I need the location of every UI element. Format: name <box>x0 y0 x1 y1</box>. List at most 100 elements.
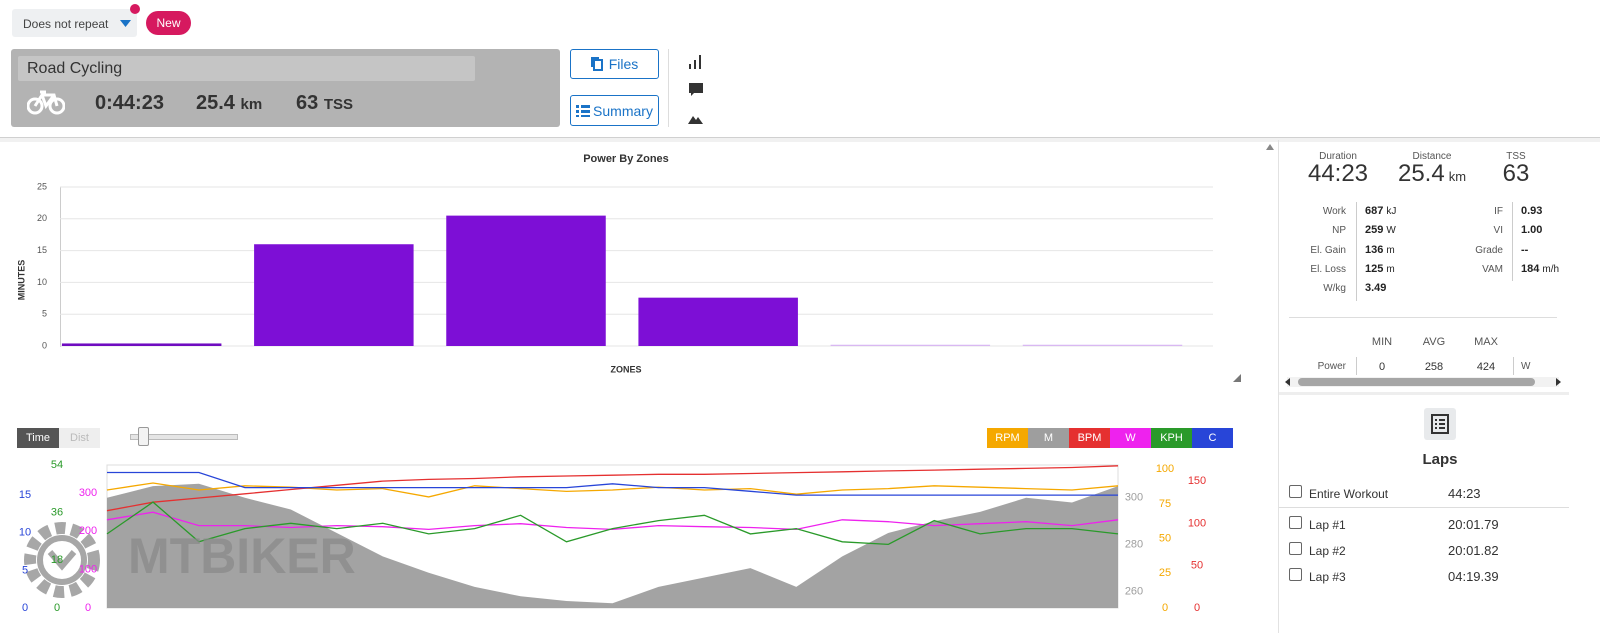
y-tick-label: 0 <box>42 340 47 350</box>
separator <box>668 49 669 127</box>
toggle-dist[interactable]: Dist <box>59 428 100 448</box>
y-tick-label: 25 <box>1159 567 1171 579</box>
laps-title: Laps <box>1422 451 1458 468</box>
stat-label: TSS <box>1506 151 1526 162</box>
files-button[interactable]: Files <box>570 49 659 79</box>
y-tick-label: 10 <box>19 527 31 539</box>
stat-value: 25.4 km <box>1372 160 1492 188</box>
time-series <box>106 465 1119 608</box>
legend-button[interactable]: W <box>1110 428 1151 448</box>
tss: 63 TSS <box>296 92 353 115</box>
metric-value: 687 kJ <box>1365 205 1396 217</box>
metric-value: 184 m/h <box>1521 263 1559 275</box>
lap-checkbox[interactable] <box>1289 516 1302 529</box>
scroll-left[interactable] <box>1285 378 1290 386</box>
range-value: 424 <box>1476 361 1496 373</box>
scroll-up[interactable] <box>1266 144 1274 150</box>
legend-button[interactable]: C <box>1192 428 1233 448</box>
watermark: MTBIKER <box>128 528 356 584</box>
lap-checkbox[interactable] <box>1289 542 1302 555</box>
chart-title: Power By Zones <box>583 153 669 165</box>
legend-button[interactable]: BPM <box>1069 428 1110 448</box>
zoom-slider[interactable] <box>130 434 238 440</box>
stat-label: Duration <box>1319 151 1357 162</box>
scroll-right[interactable] <box>1556 378 1561 386</box>
y-tick-label: 300 <box>1125 492 1143 504</box>
y-axis-label: MINUTES <box>16 260 26 301</box>
view-icons[interactable] <box>688 54 704 128</box>
bar <box>638 297 798 346</box>
metric-number: 125 <box>1365 262 1384 275</box>
metric-unit: W <box>1386 225 1396 237</box>
bar <box>1022 344 1183 346</box>
series-line <box>106 482 1119 498</box>
metric-label: Grade <box>1475 244 1503 256</box>
legend-button[interactable]: KPH <box>1151 428 1192 448</box>
metric-label: Work <box>1322 206 1346 217</box>
range-value: 0 <box>1378 361 1386 373</box>
lap-checkbox[interactable] <box>1289 568 1302 581</box>
y-tick-label: 0 <box>1162 602 1168 614</box>
caret <box>120 20 131 27</box>
list-icon <box>1431 414 1449 434</box>
y-tick-label: 150 <box>1188 475 1206 487</box>
metric-number: 3.49 <box>1365 282 1387 295</box>
slider-handle[interactable] <box>138 427 149 446</box>
new-button[interactable]: New <box>146 11 191 35</box>
summary-button[interactable]: Summary <box>570 95 659 126</box>
scroll-thumb[interactable] <box>1298 378 1535 386</box>
y-tick-label: 100 <box>1156 463 1174 475</box>
y-tick-label: 5 <box>42 309 47 319</box>
metric-number: 184 <box>1521 262 1540 275</box>
y-tick-label: 18 <box>51 554 63 566</box>
range-header: MIN <box>1371 336 1393 348</box>
workout-card: Road Cycling 0:44:23 25.4 km 63 TSS <box>11 49 560 127</box>
y-tick-label: 15 <box>37 245 47 255</box>
distance: 25.4 km <box>196 92 262 115</box>
repeat-dropdown[interactable]: Does not repeat <box>12 9 137 37</box>
range-unit: W <box>1521 361 1531 372</box>
metric-unit: m <box>1386 244 1395 256</box>
lap-name: Lap #1 <box>1309 518 1346 532</box>
bike-icon <box>27 90 65 115</box>
stat-label: Distance <box>1412 151 1452 162</box>
lap-time: 20:01.79 <box>1448 517 1499 532</box>
stat-number: 44:23 <box>1307 160 1369 187</box>
resize-handle[interactable] <box>1233 374 1241 382</box>
y-tick-label: 54 <box>51 459 63 471</box>
legend-button[interactable]: RPM <box>987 428 1028 448</box>
metric-label: NP <box>1332 225 1346 237</box>
metric-unit: kJ <box>1386 206 1397 217</box>
tss-value: 63 <box>296 92 319 114</box>
summary-label: Summary <box>593 102 653 119</box>
y-tick-label: 200 <box>79 525 97 537</box>
bar <box>61 343 222 346</box>
summary-icon <box>576 104 591 117</box>
range-value: 258 <box>1424 361 1444 373</box>
lap-checkbox[interactable] <box>1289 485 1302 498</box>
metric-separator <box>1356 202 1357 301</box>
metric-number: 1.00 <box>1521 224 1543 237</box>
metric-value: 259 W <box>1365 224 1396 236</box>
lap-divider <box>1279 507 1569 508</box>
y-tick-label: 0 <box>1194 602 1200 614</box>
notification-dot <box>130 4 140 14</box>
series-line <box>106 465 1119 512</box>
lap-time: 44:23 <box>1448 486 1481 501</box>
tss-unit: TSS <box>323 96 353 113</box>
toggle-time[interactable]: Time <box>17 428 59 448</box>
bar <box>830 344 991 346</box>
lap-time: 04:19.39 <box>1448 569 1499 584</box>
y-tick-label: 15 <box>19 489 31 501</box>
y-tick-label: 50 <box>1191 560 1203 572</box>
title-field[interactable]: Road Cycling <box>18 56 475 81</box>
legend-button[interactable]: M <box>1028 428 1069 448</box>
distance-unit: km <box>240 96 263 113</box>
panel-gap <box>1279 392 1569 395</box>
metric-label: El. Gain <box>1310 244 1346 256</box>
bar <box>254 244 414 346</box>
files-label: Files <box>608 56 639 72</box>
files-icon <box>590 57 603 71</box>
metric-value: 1.00 <box>1521 224 1542 236</box>
